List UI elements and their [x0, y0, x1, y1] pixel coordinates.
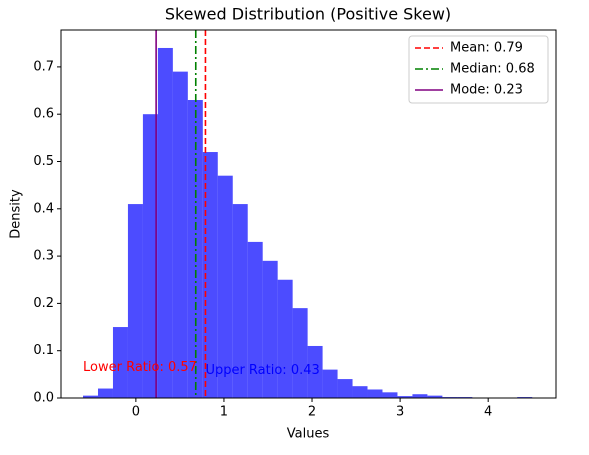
- x-tick-label: 2: [308, 405, 316, 420]
- bar: [278, 280, 293, 398]
- legend-label: Median: 0.68: [450, 62, 535, 77]
- x-tick-label: 0: [132, 405, 140, 420]
- y-tick-label: 0.0: [33, 391, 54, 406]
- x-axis-label: Values: [287, 427, 330, 442]
- legend-label: Mode: 0.23: [450, 83, 523, 98]
- bar: [293, 308, 308, 398]
- bar: [382, 392, 397, 398]
- bar: [353, 386, 368, 398]
- x-tick-label: 3: [396, 405, 404, 420]
- bar: [173, 72, 188, 398]
- bar: [158, 48, 173, 398]
- y-tick-label: 0.2: [33, 296, 54, 311]
- bar: [368, 389, 383, 398]
- bar: [338, 379, 353, 398]
- annotation: Lower Ratio: 0.57: [83, 360, 197, 375]
- chart-title: Skewed Distribution (Positive Skew): [165, 5, 451, 24]
- y-tick-label: 0.1: [33, 343, 54, 358]
- x-tick-label: 4: [484, 405, 492, 420]
- bar: [98, 389, 113, 398]
- y-tick-label: 0.4: [33, 201, 54, 216]
- y-axis-label: Density: [9, 189, 24, 239]
- annotation: Upper Ratio: 0.43: [205, 363, 319, 378]
- legend-label: Mean: 0.79: [450, 41, 523, 56]
- bar: [412, 394, 427, 398]
- y-tick-label: 0.3: [33, 249, 54, 264]
- bar: [323, 370, 338, 398]
- y-tick-label: 0.5: [33, 154, 54, 169]
- x-tick-label: 1: [220, 405, 228, 420]
- y-tick-label: 0.6: [33, 107, 54, 122]
- y-tick-label: 0.7: [33, 59, 54, 74]
